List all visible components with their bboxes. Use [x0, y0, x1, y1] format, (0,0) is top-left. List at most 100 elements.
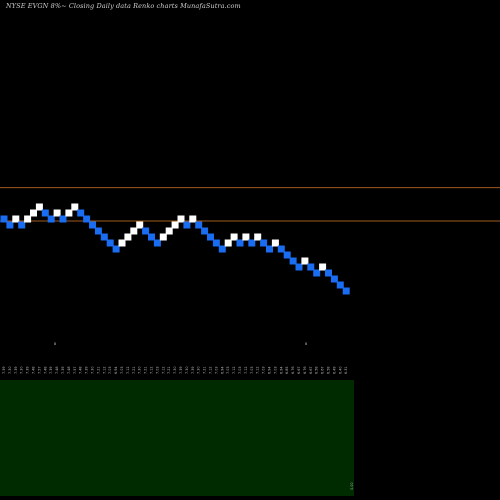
x-tick-label: 7.30: [173, 366, 177, 374]
renko-brick-up: [130, 227, 138, 235]
renko-brick-down: [212, 239, 220, 247]
x-tick-label: 7.48: [55, 366, 59, 374]
x-tick-label: 6.67: [321, 366, 325, 374]
x-tick-label: 7.12: [161, 366, 165, 374]
x-tick-label: 6.94: [279, 366, 283, 374]
renko-brick-up: [30, 209, 37, 217]
renko-brick-down: [59, 215, 67, 223]
renko-brick-down: [0, 215, 8, 223]
x-tick-label: 7.30: [185, 366, 189, 374]
renko-brick-down: [153, 239, 161, 247]
renko-brick-up: [118, 239, 126, 247]
renko-brick-down: [266, 245, 273, 253]
renko-brick-down: [330, 275, 338, 283]
x-tick-label: 6.85: [285, 366, 289, 374]
renko-brick-up: [12, 215, 20, 223]
renko-brick-up: [254, 233, 262, 241]
renko-brick-up: [159, 233, 167, 241]
renko-brick-up: [71, 203, 79, 211]
renko-brick-down: [83, 215, 91, 223]
renko-brick-up: [136, 221, 144, 229]
x-tick-label: 7.12: [126, 366, 130, 374]
renko-brick-up: [301, 257, 309, 265]
renko-brick-up: [230, 233, 238, 241]
renko-brick-down: [106, 239, 114, 247]
x-tick-label: 7.48: [32, 366, 36, 374]
x-tick-label: 6.94: [220, 366, 224, 374]
x-tick-label: 6.40: [338, 366, 342, 374]
renko-brick-down: [289, 257, 297, 265]
x-tick-label: 7.12: [232, 366, 236, 374]
x-tick-label: 7.03: [273, 366, 277, 374]
renko-brick-down: [325, 269, 332, 277]
x-tick-label: 7.30: [197, 366, 201, 374]
renko-brick-up: [165, 227, 173, 235]
x-tick-label: 7.48: [67, 366, 71, 374]
x-tick-label: 6.76: [303, 366, 307, 374]
upper-marker-label: 8: [54, 342, 56, 346]
x-tick-label: 7.03: [238, 366, 242, 374]
renko-brick-up: [35, 203, 43, 211]
x-tick-labels: 7.39 7.30 7.39 7.30 7.39 7.48 7.57 7.48 7.39 7.48…: [2, 366, 348, 374]
x-tick-label: 7.03: [250, 366, 254, 374]
x-tick-label: 6.94: [114, 366, 118, 374]
renko-brick-down: [94, 227, 102, 235]
x-tick-label: 7.12: [244, 366, 248, 374]
renko-brick-down: [248, 239, 256, 247]
x-tick-label: 7.39: [85, 366, 89, 374]
x-tick-label: 7.03: [108, 366, 112, 374]
renko-brick-down: [89, 221, 96, 229]
x-tick-label: 7.39: [179, 366, 183, 374]
x-tick-label: 6.94: [268, 366, 272, 374]
x-tick-label: 6.58: [315, 366, 319, 374]
renko-brick-up: [242, 233, 250, 241]
renko-brick-down: [183, 221, 191, 229]
renko-brick-down: [18, 221, 26, 229]
renko-brick-down: [236, 239, 244, 247]
x-tick-label: 6.67: [297, 366, 301, 374]
renko-brick-up: [53, 209, 61, 217]
x-tick-label: 7.12: [209, 366, 213, 374]
renko-brick-up: [24, 215, 32, 223]
renko-brick-down: [41, 209, 49, 217]
x-tick-label: 7.03: [262, 366, 266, 374]
renko-brick-down: [307, 263, 315, 271]
renko-brick-down: [47, 215, 55, 223]
x-tick-label: 7.03: [214, 366, 218, 374]
x-tick-label: 7.39: [2, 366, 6, 374]
x-tick-label: 7.30: [138, 366, 142, 374]
x-tick-label: 7.03: [226, 366, 230, 374]
renko-brick-down: [342, 287, 350, 295]
x-tick-label: 7.03: [155, 366, 159, 374]
x-tick-label: 7.30: [91, 366, 95, 374]
renko-brick-down: [6, 221, 14, 229]
renko-brick-down: [295, 263, 303, 271]
x-tick-label: 7.57: [37, 366, 41, 374]
x-tick-label: 6.49: [332, 366, 336, 374]
volume-panel: 0.00: [0, 380, 354, 496]
x-tick-label: 7.39: [14, 366, 18, 374]
x-tick-label: 7.21: [144, 366, 148, 374]
x-tick-label: 7.39: [26, 366, 30, 374]
renko-brick-down: [260, 239, 268, 247]
renko-brick-down: [195, 221, 203, 229]
x-tick-label: 7.12: [256, 366, 260, 374]
x-tick-label: 7.30: [8, 366, 12, 374]
x-tick-label: 7.30: [20, 366, 24, 374]
renko-brick-down: [218, 245, 226, 253]
x-tick-label: 7.21: [203, 366, 207, 374]
chart-title: NYSE EVGN 8%~ Closing Daily data Renko c…: [6, 2, 241, 10]
x-tick-label: 7.39: [61, 366, 65, 374]
renko-bricks: [0, 203, 350, 295]
volume-panel-area: [0, 380, 354, 496]
x-tick-label: 7.03: [120, 366, 124, 374]
renko-brick-down: [112, 245, 120, 253]
renko-brick-up: [65, 209, 73, 217]
x-tick-label: 7.39: [49, 366, 53, 374]
renko-brick-up: [171, 221, 179, 229]
x-tick-label: 7.48: [43, 366, 47, 374]
renko-brick-down: [148, 233, 155, 241]
upper-marker-label: 8: [305, 342, 307, 346]
renko-brick-down: [336, 281, 344, 289]
